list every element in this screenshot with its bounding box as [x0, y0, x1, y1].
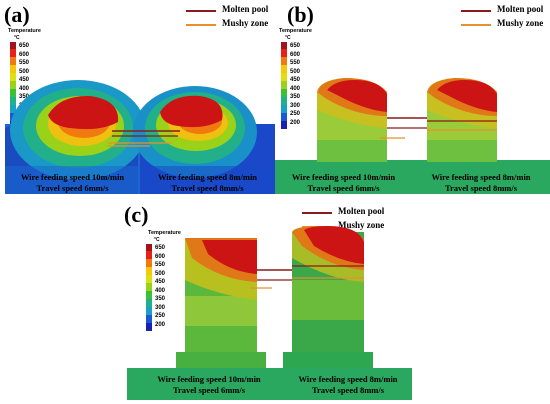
- colorbar-title: Temperature: [148, 230, 181, 236]
- colorbar-title: Temperature: [8, 28, 41, 34]
- tick-label: 350: [155, 296, 166, 302]
- panel-label: (a): [4, 2, 30, 27]
- tick-label: 650: [155, 245, 166, 251]
- colorbar-unit: °C: [285, 35, 291, 41]
- caption-line1: Wire feeding speed 10m/min: [157, 374, 261, 384]
- tick-label: 200: [290, 119, 301, 126]
- tick-label: 450: [19, 77, 30, 83]
- colorbar-title: Temperature: [279, 28, 312, 34]
- colorbar-unit: °C: [154, 237, 160, 243]
- panel-label: (b): [287, 2, 314, 27]
- tick-label: 400: [19, 85, 30, 92]
- molten-pool-legend-label: Molten pool: [222, 4, 269, 14]
- caption-line2: Travel speed 8mm/s: [311, 385, 385, 395]
- caption-line2: Travel speed 6mm/s: [36, 183, 109, 193]
- mushy-zone-legend-label: Mushy zone: [222, 18, 269, 28]
- caption-right: Wire feeding speed 8m/min Travel speed 8…: [412, 172, 550, 194]
- molten-pool-legend-label: Molten pool: [497, 4, 544, 14]
- mushy-zone-legend-line: [461, 24, 491, 26]
- mushy-zone-legend-label: Mushy zone: [338, 220, 385, 230]
- tick-label: 400: [155, 287, 166, 294]
- tick-label: 300: [155, 304, 166, 311]
- tick-label: 500: [155, 270, 166, 277]
- caption-line2: Travel speed 6mm/s: [307, 183, 380, 193]
- panel-label: (c): [124, 202, 149, 227]
- tick-label: 650: [290, 43, 301, 49]
- colorbar-unit: °C: [14, 35, 20, 41]
- tick-label: 300: [290, 102, 301, 109]
- caption-line2: Travel speed 8mm/s: [171, 183, 244, 193]
- tick-label: 250: [155, 313, 166, 319]
- caption-line2: Travel speed 6mm/s: [172, 385, 246, 395]
- tick-label: 550: [155, 262, 166, 268]
- caption-line1: Wire feeding speed 8m/min: [157, 172, 258, 182]
- caption-line1: Wire feeding speed 10m/min: [20, 172, 125, 182]
- molten-pool-legend-line: [186, 10, 216, 12]
- molten-pool-legend-line: [302, 212, 332, 214]
- molten-pool-legend-label: Molten pool: [338, 206, 385, 216]
- tick-label: 500: [290, 68, 301, 75]
- mushy-zone-legend-line: [186, 24, 216, 26]
- caption-left: Wire feeding speed 10m/min Travel speed …: [275, 172, 412, 194]
- panel-b: (b) Molten pool Mushy zone Temperature °…: [275, 0, 550, 200]
- simulation-a: [0, 80, 275, 200]
- temperature-colorbar: [146, 244, 152, 331]
- tick-label: 600: [155, 253, 166, 260]
- temperature-colorbar: [281, 42, 287, 129]
- mushy-zone-legend-label: Mushy zone: [497, 18, 544, 28]
- simulation-c: [120, 226, 420, 404]
- caption-right: Wire feeding speed 8m/min Travel speed 8…: [284, 374, 412, 396]
- tick-label: 200: [155, 321, 166, 328]
- simulation-b: [275, 78, 550, 200]
- tick-label: 650: [19, 43, 30, 49]
- tick-label: 350: [19, 94, 30, 100]
- caption-line2: Travel speed 8mm/s: [444, 183, 518, 193]
- panel-a: (a) Molten pool Mushy zone Temperature °…: [0, 0, 275, 200]
- tick-label: 550: [19, 60, 30, 66]
- tick-label: 350: [290, 94, 301, 100]
- tick-label: 450: [155, 279, 166, 285]
- caption-left: Wire feeding speed 10m/min Travel speed …: [5, 172, 140, 194]
- tick-label: 450: [290, 77, 301, 83]
- panel-c: (c) Molten pool Mushy zone Temperature °…: [120, 200, 420, 404]
- caption-line1: Wire feeding speed 8m/min: [431, 172, 531, 182]
- tick-label: 550: [290, 60, 301, 66]
- tick-label: 400: [290, 85, 301, 92]
- caption-line1: Wire feeding speed 8m/min: [298, 374, 398, 384]
- tick-label: 600: [290, 51, 301, 58]
- caption-left: Wire feeding speed 10m/min Travel speed …: [134, 374, 284, 396]
- caption-line1: Wire feeding speed 10m/min: [291, 172, 396, 182]
- tick-label: 500: [19, 68, 30, 75]
- molten-pool-legend-line: [461, 10, 491, 12]
- tick-label: 600: [19, 51, 30, 58]
- caption-right: Wire feeding speed 8m/min Travel speed 8…: [140, 172, 275, 194]
- tick-label: 250: [290, 111, 301, 117]
